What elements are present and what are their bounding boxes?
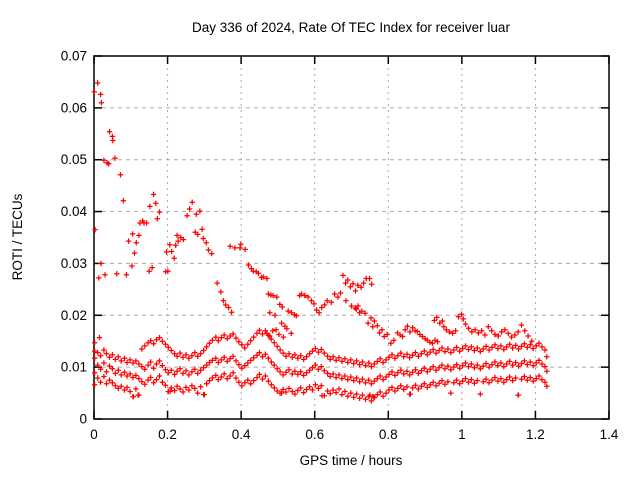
- x-tick-label: 0.4: [232, 427, 251, 442]
- y-tick-label: 0.04: [61, 204, 88, 219]
- y-tick-labels: 0 0.01 0.02 0.03 0.04 0.05 0.06 0.07: [61, 49, 88, 427]
- data-points-path: [91, 80, 550, 404]
- y-tick-label: 0.07: [61, 49, 87, 64]
- chart-title: Day 336 of 2024, Rate Of TEC Index for r…: [192, 20, 510, 35]
- y-axis-label: ROTI / TECUs: [10, 193, 25, 280]
- x-tick-label: 0: [90, 427, 98, 442]
- plot-border: [93, 55, 610, 420]
- y-tick-label: 0.06: [61, 100, 87, 115]
- data-points: [91, 80, 550, 404]
- x-tick-label: 1.4: [600, 427, 619, 442]
- x-axis-label: GPS time / hours: [300, 453, 403, 468]
- x-tick-labels: 0 0.2 0.4 0.6 0.8 1 1.2 1.4: [90, 427, 619, 442]
- grid-lines: [94, 56, 609, 419]
- x-tick-label: 0.8: [379, 427, 398, 442]
- x-tick-label: 0.6: [305, 427, 324, 442]
- x-tick-label: 1: [458, 427, 466, 442]
- x-tick-label: 1.2: [526, 427, 545, 442]
- y-tick-label: 0.02: [61, 308, 87, 323]
- y-tick-label: 0.05: [61, 152, 87, 167]
- x-tick-label: 0.2: [158, 427, 177, 442]
- y-tick-label: 0: [79, 412, 87, 427]
- y-tick-label: 0.03: [61, 256, 87, 271]
- y-tick-label: 0.01: [61, 360, 87, 375]
